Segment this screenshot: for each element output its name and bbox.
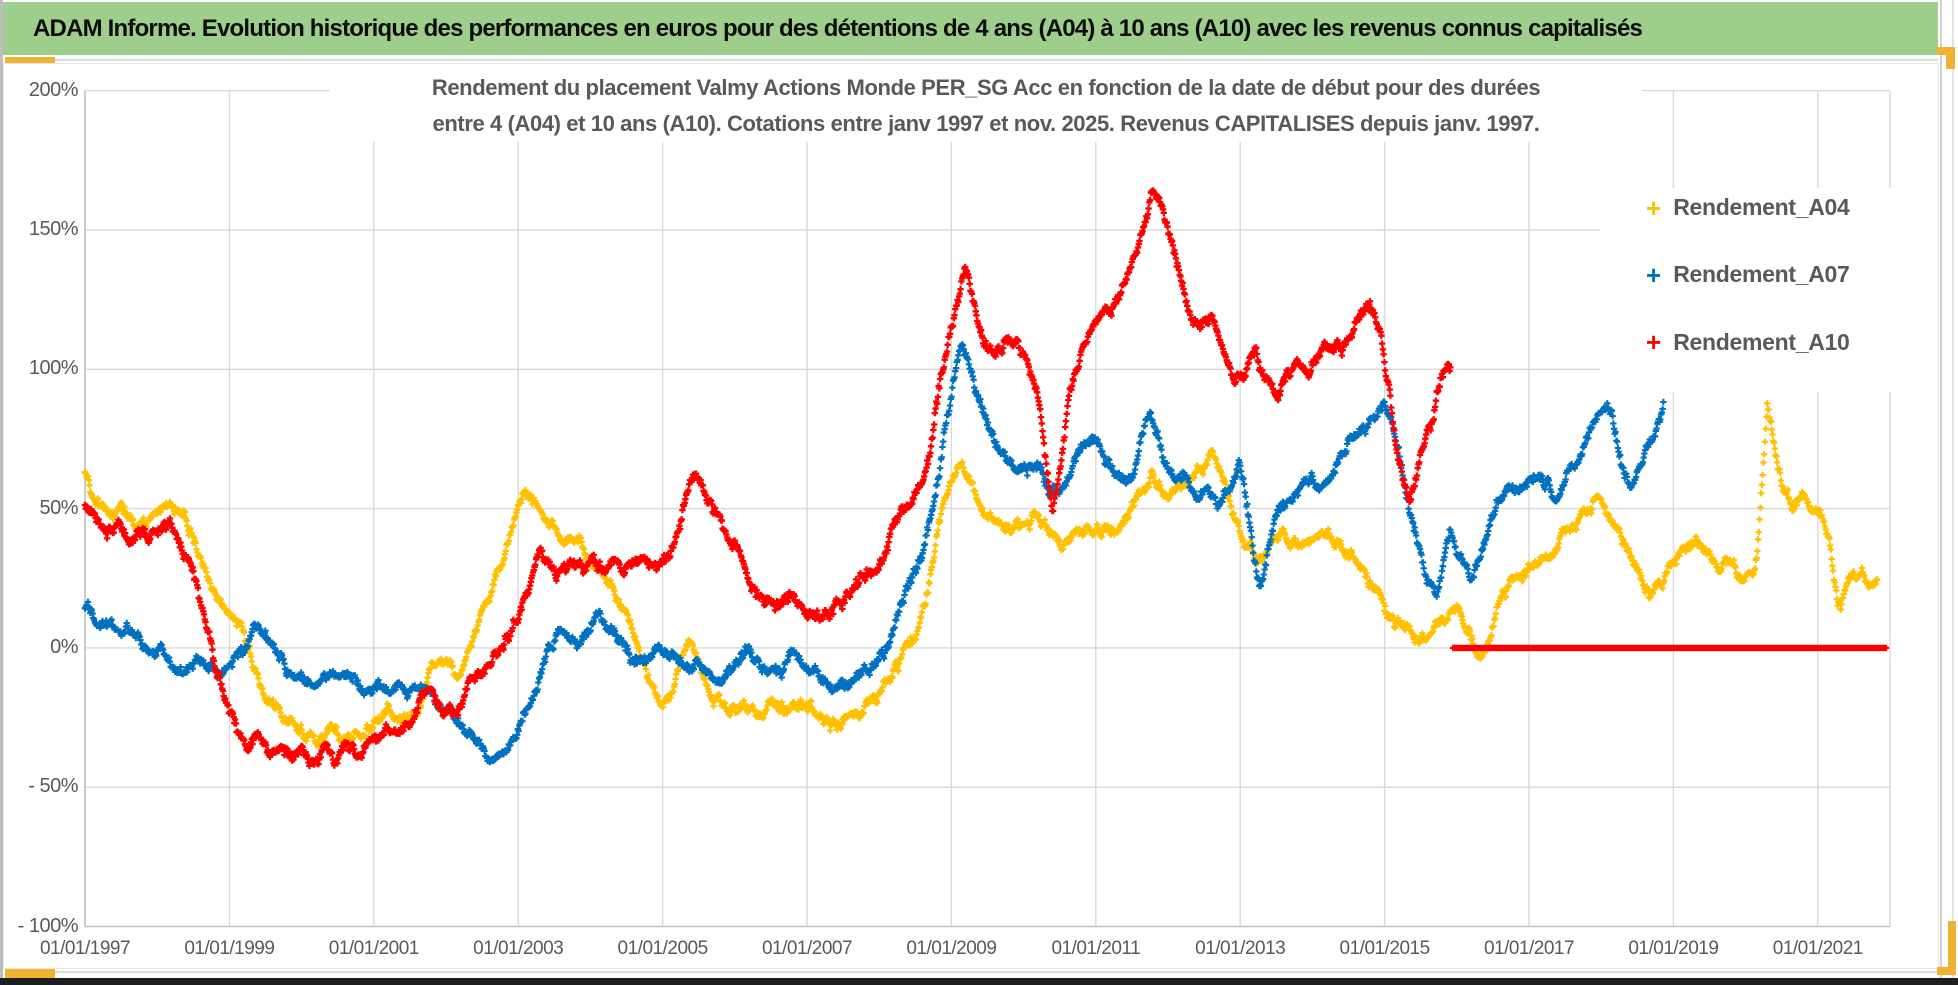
chart-title-line2: entre 4 (A04) et 10 ans (A10). Cotations… — [432, 111, 1540, 136]
x-axis-tick-label: 01/01/1999 — [184, 938, 275, 959]
window-bottom-edge — [0, 978, 1958, 985]
range-highlight-bottom-left — [5, 969, 55, 978]
x-axis-tick-label: 01/01/2011 — [1051, 938, 1141, 959]
x-axis-tick-label: 01/01/1997 — [39, 938, 131, 959]
x-axis-tick-label: 01/01/2007 — [761, 938, 853, 959]
series-rendement_a10 — [81, 187, 1890, 770]
x-axis-tick-label: 01/01/2001 — [328, 938, 420, 959]
y-axis-tick-label: 100% — [28, 357, 79, 380]
plus-marker-icon: + — [1646, 327, 1662, 358]
sheet-header-bar: ADAM Informe. Evolution historique des p… — [3, 2, 1938, 55]
plus-marker-icon: + — [1646, 259, 1662, 290]
y-axis-tick-label: 50% — [39, 496, 78, 519]
x-axis-tick-label: 01/01/2021 — [1772, 938, 1864, 959]
column-divider — [1940, 0, 1942, 979]
legend[interactable]: + Rendement_A04 + Rendement_A07 + Rendement_A… — [1600, 188, 1892, 392]
x-axis-tick-label: 01/01/2013 — [1195, 938, 1286, 959]
legend-label: Rendement_A07 — [1673, 261, 1850, 288]
x-axis-tick-label: 01/01/2005 — [617, 938, 709, 959]
row-divider-top — [55, 59, 1938, 61]
legend-label: Rendement_A04 — [1673, 194, 1850, 221]
range-highlight-top-left — [5, 57, 55, 64]
column-divider-2 — [1952, 0, 1954, 979]
x-axis-tick-label: 01/01/2019 — [1628, 938, 1719, 959]
legend-item-rendement_a07[interactable]: + Rendement_A07 — [1600, 257, 1892, 292]
series-rendement_a04 — [81, 400, 1881, 750]
chart-title: Rendement du placement Valmy Actions Mon… — [330, 70, 1642, 142]
row-divider-bottom — [55, 971, 1938, 973]
x-axis-tick-label: 01/01/2015 — [1339, 938, 1431, 959]
x-axis-tick-label: 01/01/2017 — [1483, 938, 1575, 959]
range-highlight-bottom-right-h — [1937, 967, 1956, 975]
y-axis-tick-label: - 100% — [17, 914, 79, 937]
range-highlight-top-right-v — [1946, 47, 1955, 69]
y-axis-tick-label: 150% — [28, 217, 79, 240]
page-title: ADAM Informe. Evolution historique des p… — [33, 14, 1643, 42]
chart-title-line1: Rendement du placement Valmy Actions Mon… — [431, 75, 1541, 100]
x-axis-tick-label: 01/01/2009 — [906, 938, 997, 959]
plus-marker-icon: + — [1646, 192, 1662, 223]
legend-item-rendement_a04[interactable]: + Rendement_A04 — [1600, 190, 1892, 225]
x-axis-tick-label: 01/01/2003 — [473, 938, 564, 959]
legend-label: Rendement_A10 — [1673, 328, 1850, 355]
sheet-left-border — [0, 0, 3, 979]
chart-canvas[interactable] — [3, 63, 1939, 969]
y-axis-tick-label: - 50% — [28, 775, 78, 798]
range-highlight-bottom-right-v — [1948, 921, 1956, 975]
y-axis-tick-label: 200% — [28, 78, 79, 101]
legend-item-rendement_a10[interactable]: + Rendement_A10 — [1600, 325, 1892, 360]
y-axis-tick-label: 0% — [50, 635, 78, 658]
